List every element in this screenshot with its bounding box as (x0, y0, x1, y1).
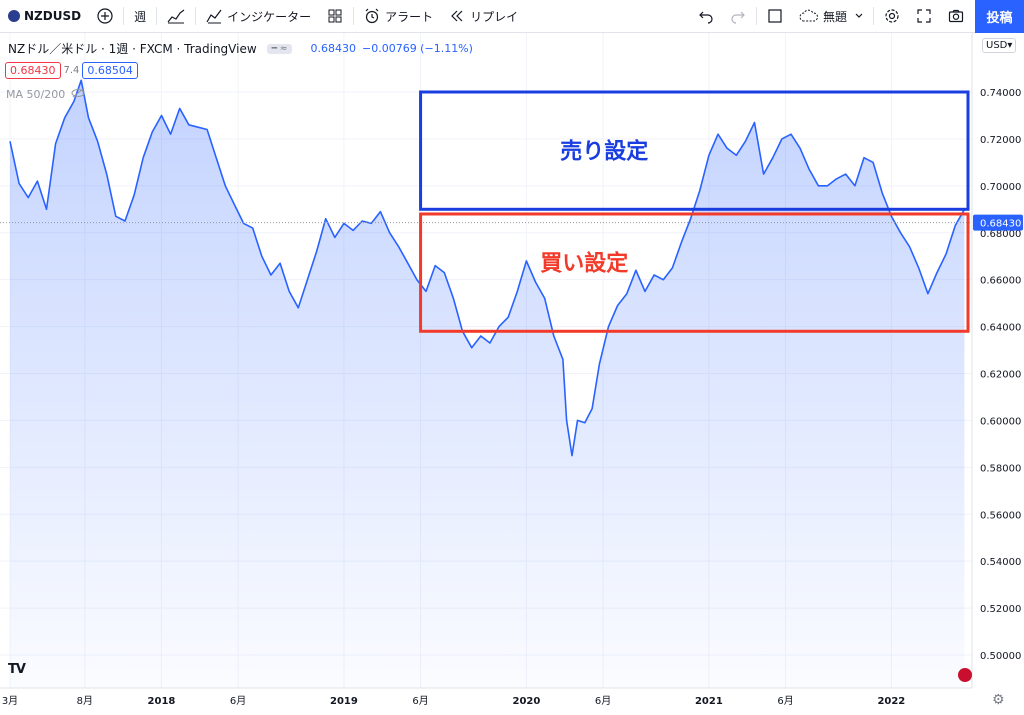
x-tick-label: 2018 (148, 696, 176, 707)
y-tick-label: 0.68000 (980, 229, 1021, 240)
tradingview-logo[interactable]: TV (8, 662, 26, 677)
last-price-tag (973, 214, 1023, 231)
time-axis-bg (0, 688, 1024, 715)
price-axis-bg (972, 33, 1024, 688)
alarm-clock-icon (364, 8, 380, 24)
fullscreen-button[interactable] (908, 0, 940, 33)
symbol-title: NZドル／米ドル · 1週 · FXCM · TradingView (8, 42, 257, 56)
x-tick-label: 2021 (695, 696, 723, 707)
indicators-icon (206, 8, 222, 24)
layout-name-button[interactable]: 無題 (791, 0, 871, 33)
buy-zone-label: 買い設定 (540, 251, 628, 277)
camera-icon (948, 8, 964, 24)
x-tick-label: 8月 (77, 695, 93, 707)
bid-ask-panel: 0.68430 7.4 0.68504 (5, 62, 138, 79)
layout-toggle-button[interactable] (759, 0, 791, 33)
alert-label: アラート (385, 9, 434, 24)
ma-label: MA 50/200 (6, 88, 66, 101)
x-tick-label: 6月 (230, 695, 246, 707)
y-tick-label: 0.60000 (980, 416, 1021, 427)
grid-icon (327, 8, 343, 24)
buy-zone-box (419, 212, 970, 333)
settings-button[interactable] (876, 0, 908, 33)
y-tick-label: 0.52000 (980, 604, 1021, 615)
indicators-button[interactable]: インジケーター (198, 0, 319, 33)
fullscreen-icon (916, 8, 932, 24)
interval-label: 週 (134, 9, 147, 24)
redo-button[interactable] (722, 0, 754, 33)
price-change: −0.00769 (−1.11%) (361, 42, 473, 55)
undo-button[interactable] (690, 0, 722, 33)
replay-label: リプレイ (470, 9, 519, 24)
x-tick-label: 2020 (512, 696, 540, 707)
currency-label: USD (986, 40, 1008, 51)
toolbar-divider (195, 7, 197, 25)
replay-button[interactable]: リプレイ (441, 0, 526, 33)
toolbar-divider (123, 7, 125, 25)
y-tick-label: 0.64000 (980, 323, 1021, 334)
toolbar-divider (873, 7, 874, 25)
axis-settings-gear-icon[interactable]: ⚙ (992, 692, 1005, 708)
y-tick-label: 0.50000 (980, 651, 1021, 662)
sell-zone-label: 売り設定 (560, 139, 648, 165)
templates-button[interactable] (319, 0, 351, 33)
symbol-label: NZDUSD (24, 9, 82, 23)
publish-button[interactable]: 投稿 (975, 0, 1024, 33)
chart-legend: NZドル／米ドル · 1週 · FXCM · TradingView ━ ≈ 0… (8, 40, 473, 57)
currency-selector[interactable]: USD▾ (982, 38, 1017, 53)
y-tick-label: 0.58000 (980, 463, 1021, 474)
sell-zone-box (419, 90, 970, 211)
y-tick-label: 0.54000 (980, 557, 1021, 568)
last-price-tag-label: 0.68430 (980, 219, 1021, 230)
x-tick-label: 6月 (412, 695, 428, 707)
eye-hidden-icon[interactable] (71, 88, 85, 101)
toolbar-divider (353, 7, 355, 25)
symbol-selector[interactable]: NZDUSD (0, 0, 89, 33)
indicators-label: インジケーター (227, 9, 312, 24)
rewind-icon (449, 8, 465, 24)
last-price: 0.68430 (310, 42, 356, 55)
us-flag-icon (958, 668, 972, 682)
cloud-icon (799, 9, 819, 23)
x-tick-label: 2022 (877, 696, 905, 707)
area-chart-icon (167, 8, 185, 24)
x-tick-label: 6月 (777, 695, 793, 707)
square-icon (767, 8, 783, 24)
y-tick-label: 0.66000 (980, 276, 1021, 287)
legend-toggle-pill[interactable]: ━ ≈ (266, 43, 293, 54)
chevron-down-icon (855, 13, 863, 19)
sell-price-button[interactable]: 0.68430 (5, 62, 61, 79)
plus-circle-icon (97, 8, 113, 24)
snapshot-button[interactable] (940, 0, 972, 33)
ma-indicator-legend[interactable]: MA 50/200 (6, 88, 85, 101)
y-tick-label: 0.72000 (980, 135, 1021, 146)
price-area-fill (10, 80, 965, 689)
chart-style-button[interactable] (159, 0, 193, 33)
nz-flag-icon (8, 10, 20, 22)
redo-icon (730, 8, 746, 24)
x-tick-label: 3月 (2, 695, 18, 707)
top-toolbar: NZDUSD 週 インジケーター アラート リプレイ (0, 0, 1024, 33)
x-tick-label: 2019 (330, 696, 358, 707)
y-tick-label: 0.70000 (980, 182, 1021, 193)
buy-price-button[interactable]: 0.68504 (82, 62, 138, 79)
interval-button[interactable]: 週 (126, 0, 154, 33)
toolbar-divider (755, 7, 757, 25)
undo-icon (698, 8, 714, 24)
layout-name-label: 無題 (822, 9, 847, 24)
currency-chevron-icon: ▾ (1007, 40, 1013, 51)
x-tick-label: 6月 (595, 695, 611, 707)
spread-value: 7.4 (63, 65, 80, 76)
alert-button[interactable]: アラート (356, 0, 441, 33)
price-line (9, 79, 966, 457)
gear-icon (884, 8, 900, 24)
y-tick-label: 0.62000 (980, 370, 1021, 381)
toolbar-divider (156, 7, 158, 25)
y-tick-label: 0.74000 (980, 88, 1021, 99)
y-tick-label: 0.56000 (980, 510, 1021, 521)
add-symbol-button[interactable] (89, 0, 121, 33)
